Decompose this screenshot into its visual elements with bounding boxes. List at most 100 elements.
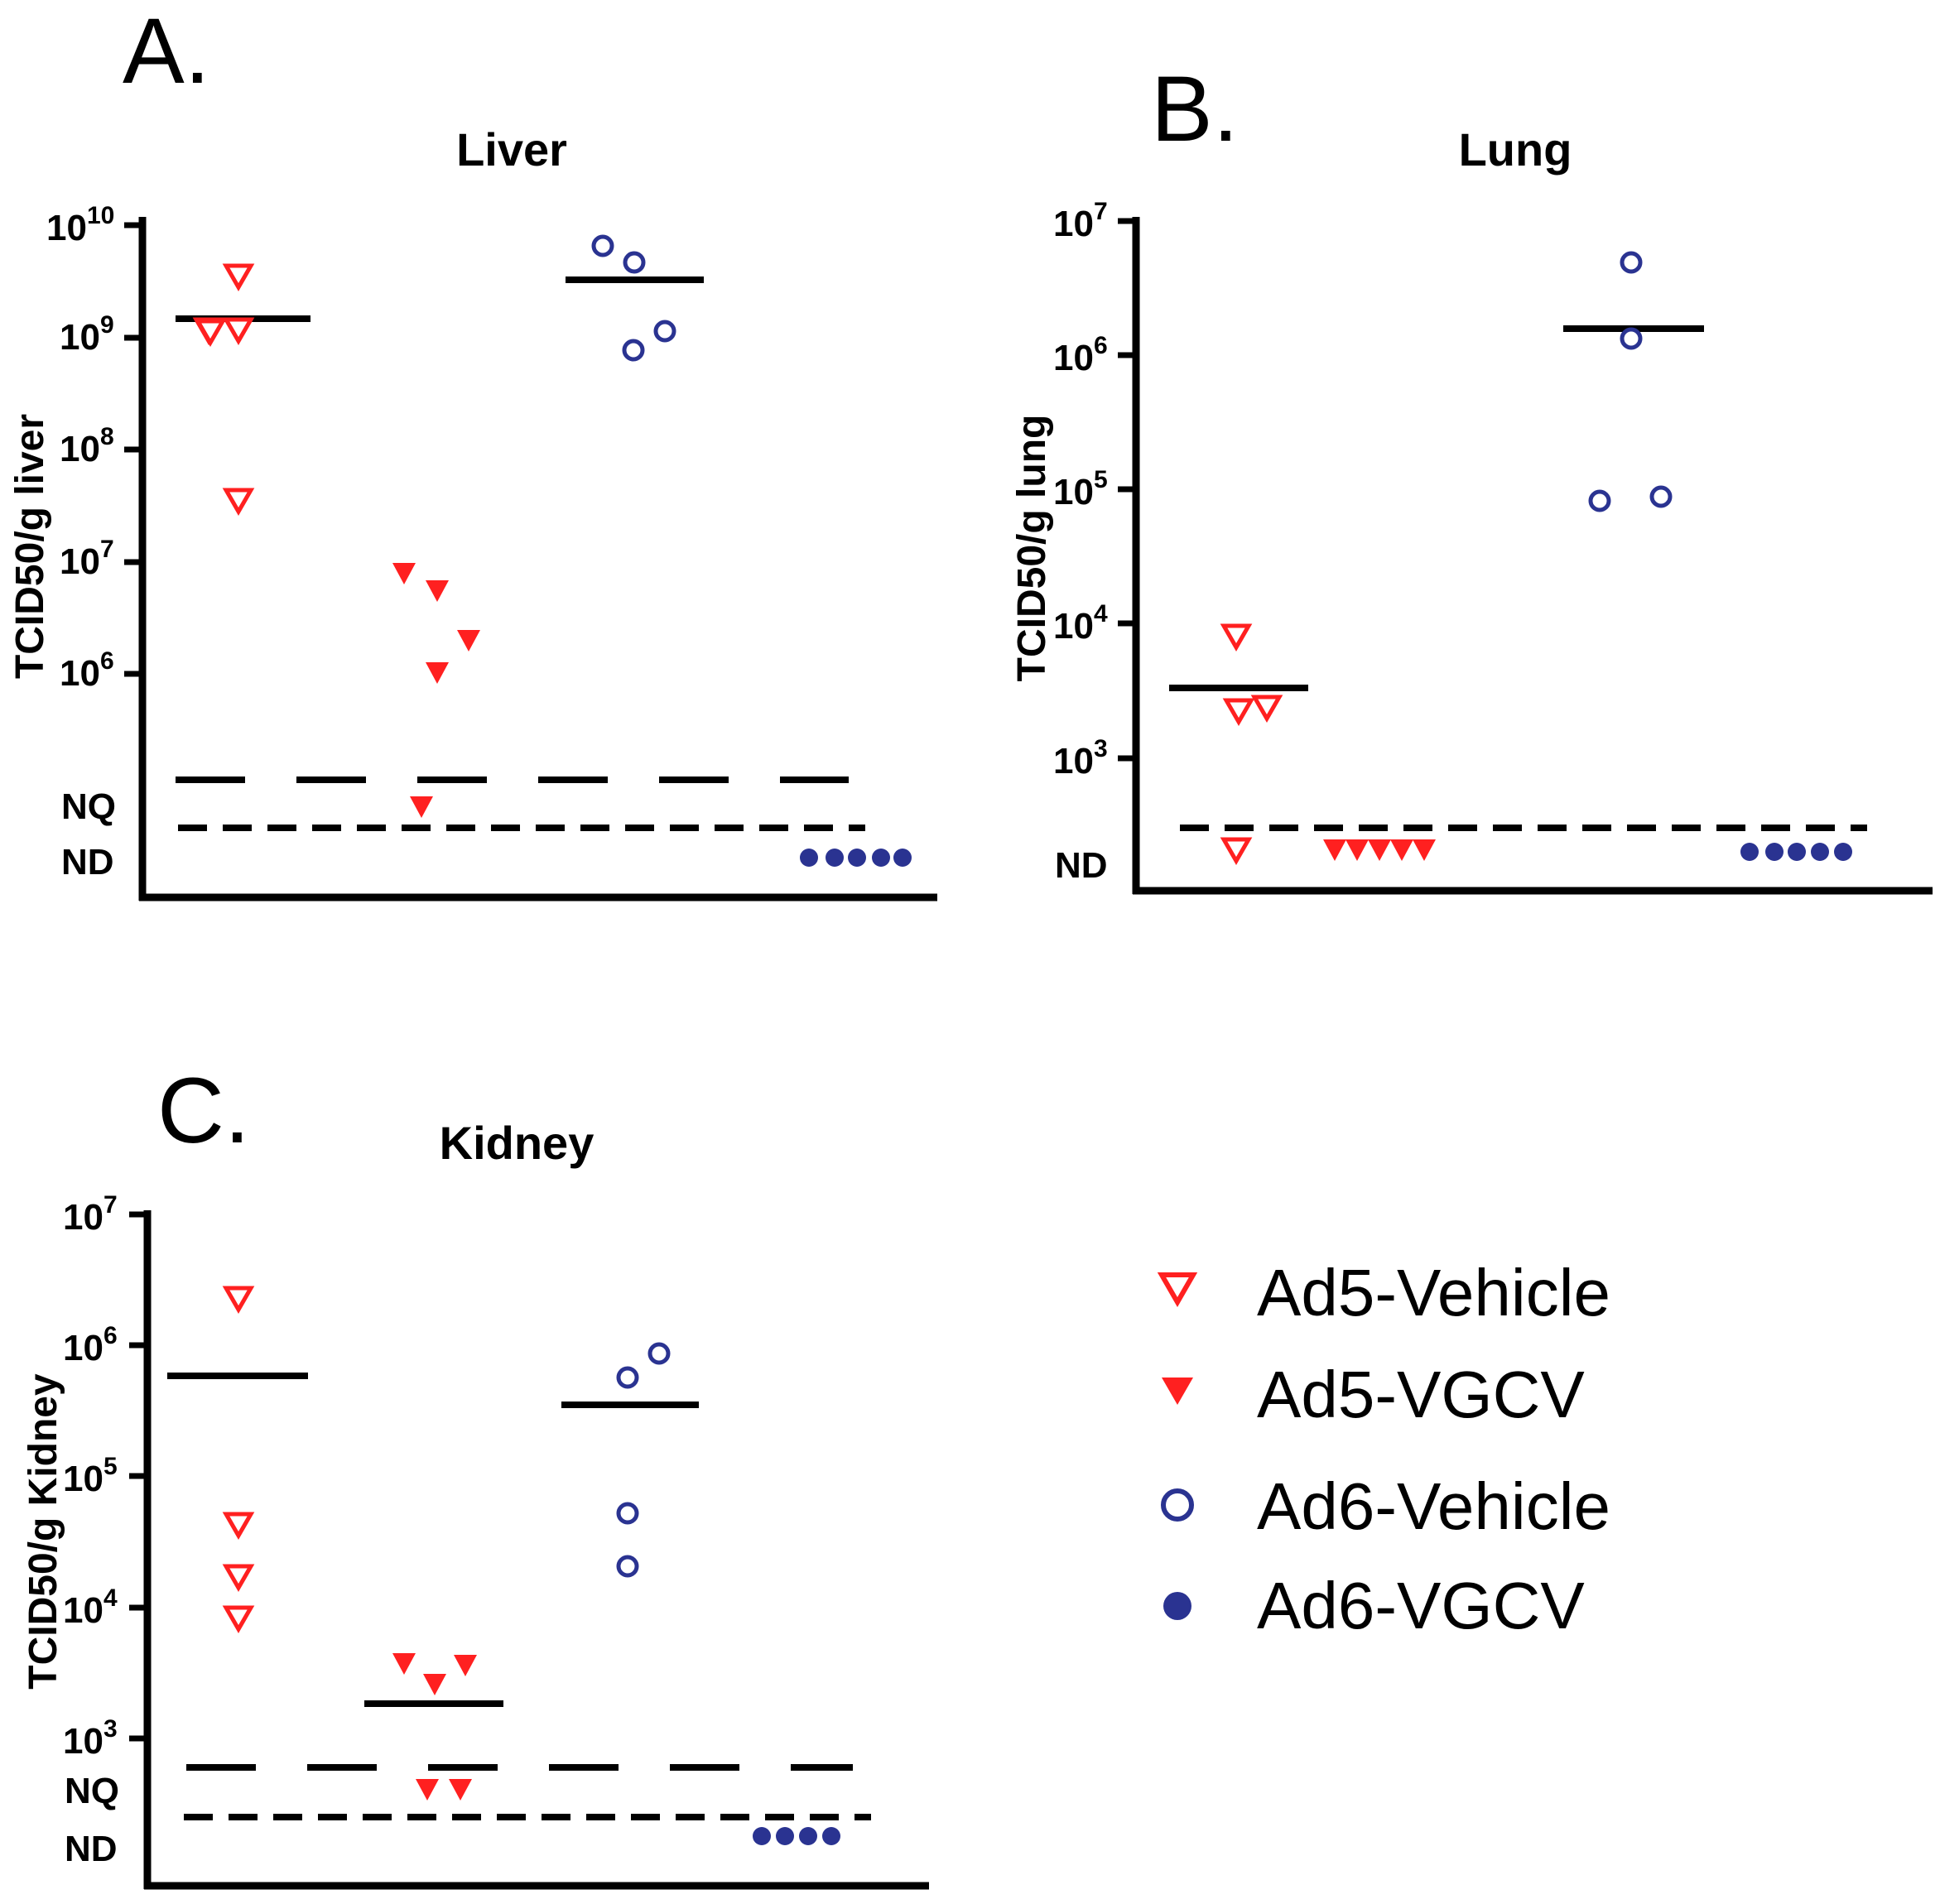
legend-label-ad6-vehicle: Ad6-Vehicle bbox=[1257, 1469, 1610, 1543]
panel-c-letter: C. bbox=[157, 1059, 250, 1162]
panel-a-point-ad6-vgcv bbox=[872, 849, 890, 867]
panel-a-ylabel: TCID50/g liver bbox=[8, 414, 52, 679]
panel-b-point-ad5-vehicle bbox=[1220, 623, 1253, 652]
panel-c-point-ad5-vgcv bbox=[454, 1655, 477, 1676]
panel-b-yticks: 107 106 105 104 103 ND bbox=[1053, 198, 1136, 886]
panel-c-ytick-label-6: 106 bbox=[63, 1322, 118, 1368]
legend-label-ad6-vgcv: Ad6-VGCV bbox=[1257, 1569, 1585, 1642]
panel-b-ylabel: TCID50/g lung bbox=[1010, 415, 1054, 682]
panel-b-point-ad5-vehicle bbox=[1250, 695, 1283, 724]
panel-c-point-ad5-vehicle bbox=[222, 1286, 255, 1315]
panel-a-point-ad6-vgcv bbox=[826, 849, 844, 867]
panel-b-point-ad6-vgcv bbox=[1788, 843, 1806, 861]
legend-marker-triangle-open bbox=[1157, 1272, 1198, 1308]
panel-c-ylabel: TCID50/g Kidney bbox=[22, 1373, 65, 1690]
panel-b-ytick-label-7: 107 bbox=[1053, 198, 1108, 244]
legend-item-ad5-vgcv: Ad5-VGCV bbox=[1162, 1358, 1585, 1431]
panel-a-point-ad6-vehicle bbox=[622, 339, 645, 362]
panel-a-ytick-label-8: 108 bbox=[60, 423, 114, 469]
panel-a-point-ad5-vgcv bbox=[457, 630, 480, 651]
panel-b-point-ad6-vgcv bbox=[1834, 843, 1852, 861]
panel-b-point-ad5-vgcv bbox=[1413, 839, 1436, 861]
panel-a-letter: A. bbox=[123, 0, 210, 103]
panel-a-point-ad5-vehicle bbox=[222, 488, 255, 517]
panel-b-ytick-label-4: 104 bbox=[1053, 600, 1108, 647]
panel-c-medians bbox=[167, 1373, 699, 1707]
panel-a-ytick-label-6: 106 bbox=[60, 647, 114, 694]
panel-a-point-ad6-vehicle bbox=[623, 251, 646, 274]
panel-c-point-ad6-vehicle bbox=[616, 1555, 639, 1578]
panel-a-point-ad6-vgcv bbox=[893, 849, 912, 867]
panel-c-point-ad6-vgcv bbox=[753, 1827, 771, 1845]
legend-item-ad5-vehicle: Ad5-Vehicle bbox=[1157, 1256, 1610, 1329]
panel-a-ytick-label-9: 109 bbox=[60, 311, 114, 358]
panel-a-ytick-label-7: 107 bbox=[60, 536, 114, 582]
panel-c-points bbox=[222, 1286, 840, 1845]
panel-a-point-ad5-vgcv bbox=[392, 563, 416, 584]
legend-marker-circle-open bbox=[1161, 1488, 1194, 1522]
panel-a-point-ad5-vehicle bbox=[222, 317, 255, 346]
panel-c: C. Kidney TCID50/g Kidney 107 106 105 10… bbox=[22, 1059, 929, 1890]
panel-a-point-ad5-vgcv bbox=[410, 796, 433, 818]
panel-b-point-ad6-vehicle bbox=[1620, 327, 1643, 350]
panel-c-point-ad6-vgcv bbox=[799, 1827, 817, 1845]
panel-a-nd-label: ND bbox=[61, 842, 114, 882]
panel-c-ytick-label-3: 103 bbox=[63, 1715, 118, 1762]
panel-a-point-ad5-vgcv bbox=[426, 662, 449, 684]
panel-b-medians bbox=[1169, 325, 1704, 691]
legend: Ad5-Vehicle Ad5-VGCV Ad6-Vehicle Ad6-VGC… bbox=[1157, 1256, 1610, 1642]
legend-label-ad5-vgcv: Ad5-VGCV bbox=[1257, 1358, 1585, 1431]
panel-b-title: Lung bbox=[1459, 123, 1572, 175]
panel-c-point-ad6-vehicle bbox=[616, 1366, 639, 1389]
panel-a-point-ad5-vehicle bbox=[222, 263, 255, 292]
panel-c-title: Kidney bbox=[440, 1117, 595, 1169]
panel-a-point-ad5-vgcv bbox=[426, 580, 449, 602]
panel-c-ytick-label-4: 104 bbox=[63, 1584, 118, 1631]
panel-b-point-ad5-vgcv bbox=[1368, 839, 1391, 861]
panel-c-point-ad5-vehicle bbox=[222, 1512, 255, 1541]
panel-a-medians bbox=[176, 276, 704, 322]
panel-b-nd-label: ND bbox=[1055, 845, 1108, 886]
panel-b-point-ad5-vehicle bbox=[1222, 698, 1255, 727]
panel-b-point-ad6-vgcv bbox=[1765, 843, 1784, 861]
panel-b-point-ad6-vgcv bbox=[1740, 843, 1759, 861]
panel-a-ytick-label-10: 1010 bbox=[46, 202, 114, 248]
panel-c-nq-label: NQ bbox=[65, 1771, 119, 1811]
legend-item-ad6-vehicle: Ad6-Vehicle bbox=[1161, 1469, 1610, 1543]
panel-c-ytick-label-5: 105 bbox=[63, 1453, 118, 1499]
panel-b-letter: B. bbox=[1151, 57, 1239, 161]
panel-b-point-ad5-vgcv bbox=[1323, 839, 1346, 861]
panel-a-point-ad6-vehicle bbox=[653, 320, 676, 343]
panel-b-point-ad6-vehicle bbox=[1620, 251, 1643, 274]
panel-c-point-ad6-vgcv bbox=[822, 1827, 840, 1845]
panel-b-point-ad6-vehicle bbox=[1588, 489, 1611, 512]
panel-c-point-ad5-vehicle bbox=[222, 1605, 255, 1634]
panel-c-point-ad5-vgcv bbox=[423, 1674, 446, 1695]
panel-c-point-ad5-vgcv bbox=[392, 1653, 416, 1675]
legend-label-ad5-vehicle: Ad5-Vehicle bbox=[1257, 1256, 1610, 1329]
panel-a-points bbox=[192, 234, 912, 867]
panel-b-ytick-label-6: 106 bbox=[1053, 332, 1108, 378]
panel-a: A. Liver TCID50/g liver 1010 109 108 107… bbox=[8, 0, 937, 902]
panel-b-ytick-label-3: 103 bbox=[1053, 735, 1108, 781]
panel-a-nq-label: NQ bbox=[61, 786, 116, 827]
panel-c-ytick-label-7: 107 bbox=[63, 1191, 118, 1238]
panel-a-point-ad5-vehicle bbox=[194, 319, 227, 348]
panel-b-point-ad5-vgcv bbox=[1390, 839, 1413, 861]
panel-a-title: Liver bbox=[456, 123, 567, 175]
legend-marker-circle-filled bbox=[1163, 1592, 1191, 1620]
panel-c-point-ad6-vehicle bbox=[647, 1342, 671, 1365]
panel-b: B. Lung TCID50/g lung 107 106 105 104 10… bbox=[1010, 57, 1933, 895]
panel-b-point-ad6-vgcv bbox=[1811, 843, 1829, 861]
legend-marker-triangle-filled bbox=[1162, 1378, 1193, 1405]
panel-a-point-ad6-vgcv bbox=[848, 849, 866, 867]
panel-a-yticks: 1010 109 108 107 106 NQ ND bbox=[46, 202, 142, 882]
panel-b-point-ad6-vehicle bbox=[1649, 485, 1673, 508]
panel-c-yticks: 107 106 105 104 103 NQ ND bbox=[63, 1191, 147, 1869]
panel-c-point-ad5-vgcv bbox=[449, 1779, 472, 1801]
panel-a-point-ad6-vgcv bbox=[800, 849, 818, 867]
panel-c-point-ad5-vgcv bbox=[416, 1779, 439, 1801]
legend-item-ad6-vgcv: Ad6-VGCV bbox=[1163, 1569, 1585, 1642]
panel-b-point-ad5-vehicle bbox=[1220, 837, 1253, 866]
